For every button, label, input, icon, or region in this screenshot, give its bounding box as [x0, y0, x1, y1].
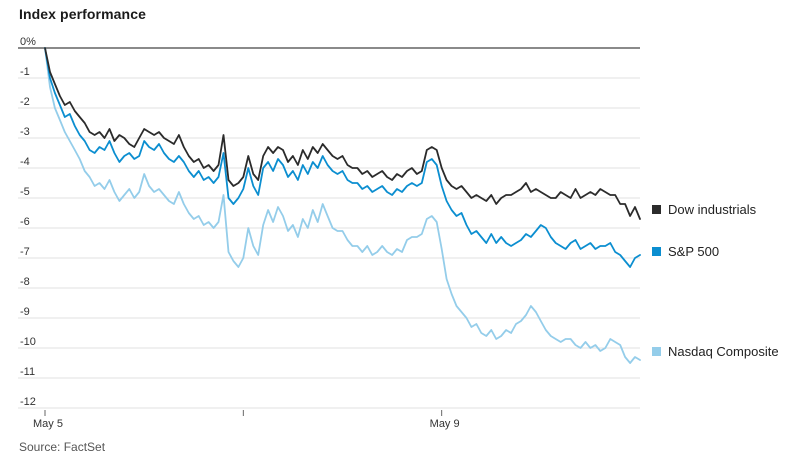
y-tick-label: -3: [20, 126, 30, 138]
legend-label: Dow industrials: [668, 202, 757, 217]
sp500-line: [44, 47, 641, 268]
source-note: Source: FactSet: [19, 440, 106, 454]
dow-industrials-line: [44, 47, 641, 220]
y-tick-label: -4: [20, 156, 30, 168]
y-tick-label: -1: [20, 66, 30, 78]
y-tick-label: 0%: [20, 36, 36, 48]
chart-title: Index performance: [19, 6, 146, 22]
y-tick-label: -5: [20, 186, 30, 198]
y-tick-label: -10: [20, 336, 36, 348]
y-tick-label: -7: [20, 246, 30, 258]
y-tick-label: -8: [20, 276, 30, 288]
legend-swatch: [652, 347, 661, 356]
y-tick-label: -2: [20, 96, 30, 108]
legend-nasdaq-composite: Nasdaq Composite: [652, 344, 779, 359]
legend-dow-industrials: Dow industrials: [652, 202, 757, 217]
nasdaq-composite-line: [44, 47, 641, 364]
legend-swatch: [652, 247, 661, 256]
legend-label: S&P 500: [668, 244, 719, 259]
legend-sp500: S&P 500: [652, 244, 719, 259]
x-tick-label: May 5: [33, 418, 63, 430]
y-tick-label: -9: [20, 306, 30, 318]
y-tick-label: -12: [20, 396, 36, 408]
legend-label: Nasdaq Composite: [668, 344, 779, 359]
y-tick-label: -11: [20, 366, 35, 378]
legend-swatch: [652, 205, 661, 214]
y-tick-label: -6: [20, 216, 30, 228]
x-tick-label: May 9: [430, 418, 460, 430]
